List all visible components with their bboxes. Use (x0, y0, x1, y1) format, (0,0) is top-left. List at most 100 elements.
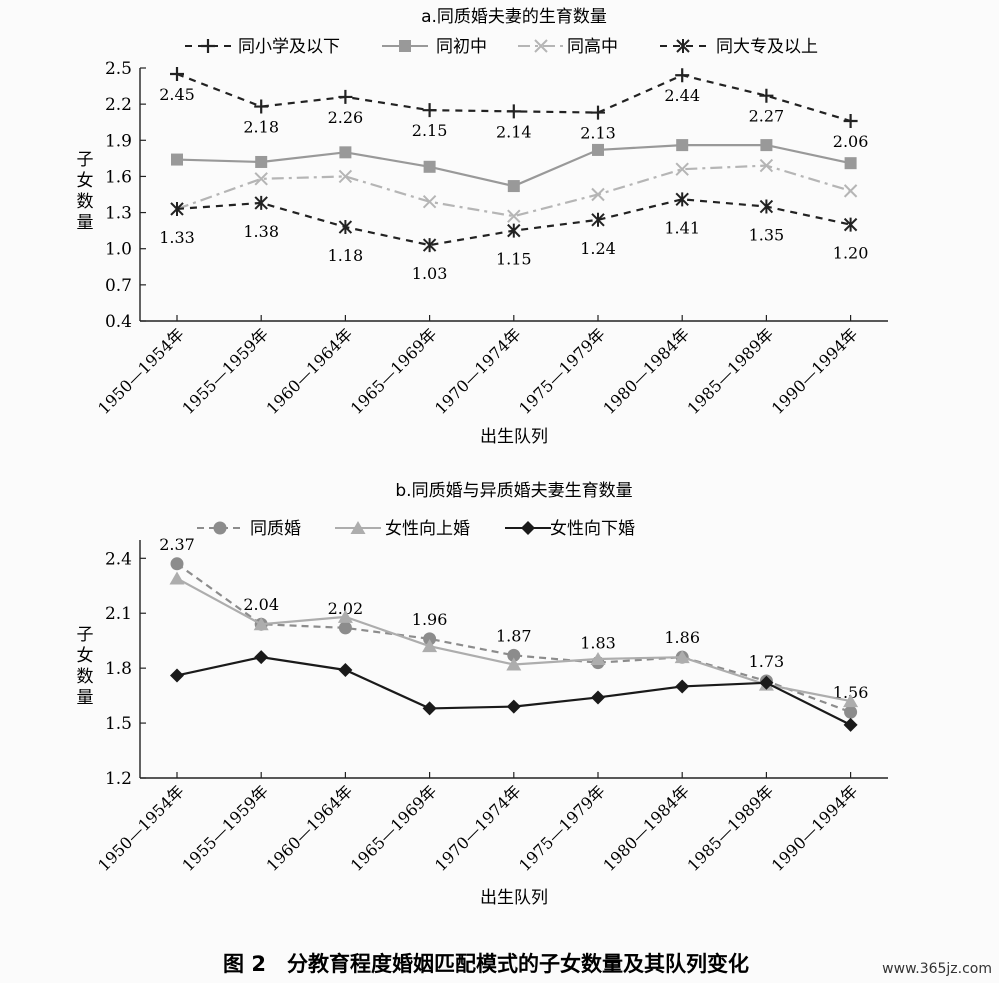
y-axis-label-char: 女 (77, 646, 94, 666)
data-point (844, 157, 857, 170)
data-point (760, 139, 773, 152)
series-2 (169, 571, 859, 708)
legend-marker (399, 40, 411, 52)
y-tick-label: 0.4 (105, 312, 132, 332)
y-axis-label-char: 量 (77, 688, 94, 708)
series-2 (171, 139, 857, 193)
x-tick-label: 1950—1954年 (94, 781, 188, 875)
y-axis-label: 子女数量 (77, 150, 94, 233)
x-tick-label: 1965—1969年 (347, 324, 441, 418)
data-label: 2.06 (833, 132, 869, 151)
x-tick-label: 1975—1979年 (515, 781, 609, 875)
chart-title: a.同质婚夫妻的生育数量 (421, 7, 607, 27)
data-label: 1.73 (749, 652, 785, 671)
data-label: 2.26 (328, 108, 364, 127)
data-label: 1.15 (496, 250, 532, 269)
data-point (338, 220, 353, 235)
data-label: 1.41 (664, 218, 700, 237)
data-point (676, 139, 689, 152)
x-tick-label: 1955—1959年 (178, 781, 272, 875)
series-line (176, 164, 851, 218)
data-point (338, 89, 353, 104)
x-tick-label: 1975—1979年 (515, 324, 609, 418)
data-point (591, 105, 605, 120)
legend-marker (350, 521, 366, 534)
data-point (592, 143, 604, 156)
data-point (423, 160, 436, 173)
data-point (422, 195, 437, 209)
legend-marker (213, 521, 227, 535)
data-label: 1.96 (412, 610, 448, 629)
x-tick-label: 1990—1994年 (768, 324, 862, 418)
legend-item: 同小学及以下 (185, 37, 340, 57)
y-tick-label: 1.8 (105, 659, 132, 679)
data-point (759, 199, 774, 214)
y-axis-label-char: 子 (77, 625, 94, 645)
y-axis-label-char: 数 (77, 667, 94, 687)
data-label: 1.56 (833, 683, 869, 702)
legend-item: 女性向下婚 (505, 519, 635, 539)
y-tick-label: 2.4 (105, 549, 132, 569)
legend-item: 女性向上婚 (335, 519, 470, 539)
watermark: www.365jz.com (882, 961, 992, 977)
data-label: 2.02 (328, 599, 364, 618)
data-point (675, 192, 689, 207)
data-label: 2.44 (664, 86, 700, 105)
data-point (254, 172, 268, 186)
y-tick-label: 1.9 (105, 131, 132, 151)
data-point (254, 99, 269, 114)
data-point (507, 223, 521, 238)
data-point (674, 650, 690, 664)
x-axis-label: 出生队列 (480, 888, 548, 908)
legend-marker (521, 521, 535, 535)
data-point (591, 212, 605, 227)
x-tick-label: 1960—1964年 (263, 324, 357, 418)
data-label: 2.18 (243, 118, 279, 137)
data-label: 2.27 (749, 107, 785, 126)
data-point (339, 146, 352, 159)
chart-title: b.同质婚与异质婚夫妻生育数量 (395, 481, 632, 501)
data-label: 1.24 (580, 239, 616, 258)
data-label: 1.35 (749, 226, 785, 245)
data-point (507, 648, 521, 662)
data-point (338, 662, 353, 677)
data-point (254, 650, 269, 665)
legend: 同质婚 女性向上婚 女性向下婚 (197, 519, 635, 539)
data-point (253, 617, 269, 631)
legend-item: 同初中 (382, 37, 487, 57)
data-point (169, 571, 185, 585)
y-tick-label: 2.1 (105, 604, 132, 624)
y-tick-label: 1.5 (105, 714, 132, 734)
data-point (675, 162, 689, 176)
data-label: 1.87 (496, 626, 532, 645)
legend-label: 女性向上婚 (385, 519, 470, 539)
series-1: 2.37 2.04 2.02 1.96 1.87 1.83 1.86 1.73 1.56 (159, 535, 868, 719)
data-point (422, 639, 438, 653)
data-label: 1.18 (328, 246, 364, 265)
data-point (591, 690, 605, 705)
y-axis-label-char: 量 (77, 213, 94, 233)
data-label: 2.04 (243, 595, 279, 614)
x-tick-label: 1955—1959年 (178, 324, 272, 418)
series-line (176, 144, 851, 188)
data-point (844, 705, 858, 719)
y-axis-label-char: 女 (77, 171, 94, 191)
data-label: 2.15 (412, 121, 448, 140)
legend-marker (201, 39, 215, 53)
data-point (507, 180, 520, 193)
data-point (506, 104, 521, 119)
series-3 (170, 650, 858, 732)
legend-label: 同初中 (436, 37, 487, 57)
x-tick-label: 1950—1954年 (94, 324, 188, 418)
legend-label: 同高中 (567, 37, 618, 57)
y-tick-label: 2.2 (105, 95, 132, 115)
x-axis-label: 出生队列 (480, 427, 548, 447)
x-tick-label: 1965—1969年 (347, 781, 441, 875)
data-point (422, 701, 437, 716)
data-point (255, 155, 268, 168)
data-point (759, 675, 774, 690)
legend-label: 女性向下婚 (550, 519, 635, 539)
data-label: 1.38 (243, 222, 279, 241)
y-tick-label: 1.6 (105, 167, 132, 187)
